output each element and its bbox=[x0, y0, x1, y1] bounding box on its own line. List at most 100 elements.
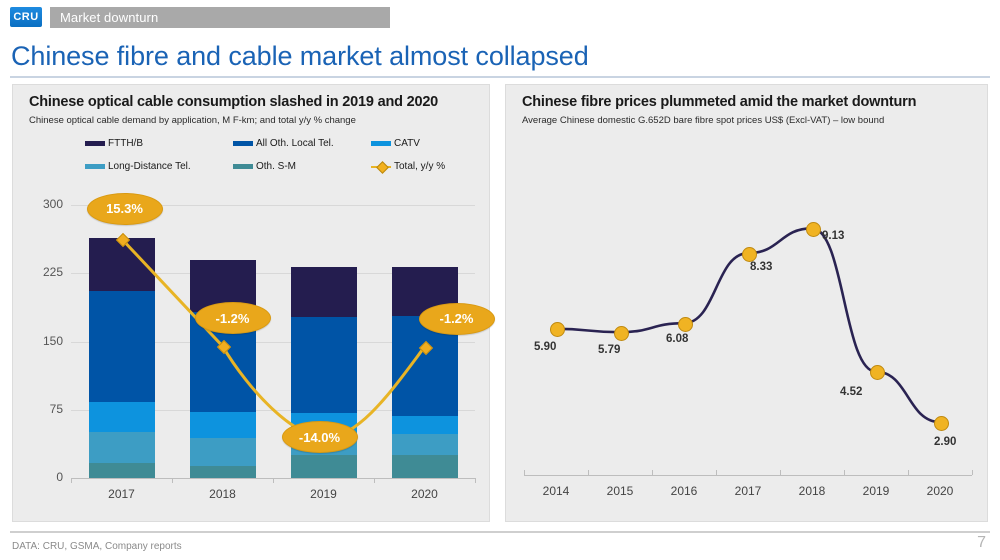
x-axis-tick-label: 2017 bbox=[108, 487, 135, 501]
legend-swatch-icon bbox=[371, 141, 391, 146]
legend-label: Total, y/y % bbox=[394, 161, 446, 172]
y-axis-tick-label: 225 bbox=[42, 265, 63, 280]
data-point-label: 9.13 bbox=[822, 230, 845, 243]
y-axis-tick-label: 150 bbox=[42, 333, 63, 348]
title-divider bbox=[10, 76, 990, 78]
right-chart-title: Chinese fibre prices plummeted amid the … bbox=[522, 94, 917, 110]
right-chart-subtitle: Average Chinese domestic G.652D bare fib… bbox=[522, 115, 885, 126]
legend-item-long-distance-tel: Long-Distance Tel. bbox=[85, 161, 233, 172]
x-axis-tick bbox=[524, 470, 525, 475]
yoy-callout-bubble: -1.2% bbox=[418, 302, 495, 335]
section-banner-label: Market downturn bbox=[60, 10, 159, 25]
x-axis-tick bbox=[588, 470, 589, 475]
data-point-label: 6.08 bbox=[666, 333, 689, 346]
legend-item-catv: CATV bbox=[371, 138, 420, 149]
x-axis-tick bbox=[908, 470, 909, 475]
x-axis-tick bbox=[844, 470, 845, 475]
bar-segment[interactable] bbox=[189, 412, 256, 438]
line-chart-plot-area: 2014 2015 2016 2017 2018 2019 2020 5.90 5.79 6.08… bbox=[506, 85, 987, 521]
data-point-label: 4.52 bbox=[840, 385, 863, 398]
x-axis-tick bbox=[71, 478, 72, 483]
x-axis-tick-label: 2018 bbox=[209, 487, 236, 501]
bar-segment[interactable] bbox=[290, 266, 357, 317]
legend-label: CATV bbox=[394, 138, 420, 149]
bar-segment[interactable] bbox=[88, 431, 155, 464]
x-axis-tick-label: 2020 bbox=[926, 484, 954, 498]
bar-column[interactable] bbox=[189, 259, 256, 478]
x-axis-tick bbox=[475, 478, 476, 483]
bar-segment[interactable] bbox=[391, 455, 458, 478]
gridline bbox=[71, 205, 475, 206]
legend-item-all-oth-local-tel: All Oth. Local Tel. bbox=[233, 138, 371, 149]
data-point-marker[interactable] bbox=[869, 365, 885, 381]
right-chart-panel: Chinese fibre prices plummeted amid the … bbox=[505, 84, 988, 522]
footer-source: DATA: CRU, GSMA, Company reports bbox=[12, 541, 182, 552]
bar-segment[interactable] bbox=[391, 434, 458, 456]
bar-segment[interactable] bbox=[88, 290, 155, 402]
left-chart-legend: FTTH/B All Oth. Local Tel. CATV Long-Dis… bbox=[85, 138, 475, 184]
legend-label: Long-Distance Tel. bbox=[108, 161, 191, 172]
legend-swatch-icon bbox=[233, 164, 253, 169]
bar-segment[interactable] bbox=[290, 455, 357, 478]
bar-chart-plot-area: 0 75 150 225 300 2017 2018 2019 2020 15.3% -1.2% -1… bbox=[13, 85, 495, 521]
legend-label: Oth. S-M bbox=[256, 161, 297, 172]
legend-item-ftthb: FTTH/B bbox=[85, 138, 233, 149]
x-axis-tick-label: 2018 bbox=[798, 484, 826, 498]
bar-segment[interactable] bbox=[189, 437, 256, 467]
section-banner: Market downturn bbox=[50, 7, 390, 28]
legend-swatch-icon bbox=[233, 141, 253, 146]
legend-swatch-icon bbox=[85, 164, 105, 169]
price-line bbox=[555, 226, 941, 424]
x-axis-tick bbox=[780, 470, 781, 475]
left-chart-title: Chinese optical cable consumption slashe… bbox=[29, 94, 439, 110]
y-axis-tick-label: 300 bbox=[42, 197, 63, 211]
page-number: 7 bbox=[977, 534, 986, 551]
yoy-callout-bubble: -1.2% bbox=[194, 302, 271, 335]
bar-segment[interactable] bbox=[391, 416, 458, 435]
left-chart-subtitle: Chinese optical cable demand by applicat… bbox=[29, 115, 356, 126]
legend-label: FTTH/B bbox=[108, 138, 143, 149]
legend-label: All Oth. Local Tel. bbox=[256, 138, 334, 149]
x-axis-tick bbox=[172, 478, 173, 483]
data-point-marker[interactable] bbox=[677, 316, 693, 332]
data-point-label: 2.90 bbox=[934, 436, 957, 449]
bar-segment[interactable] bbox=[88, 463, 155, 478]
legend-row-1: FTTH/B All Oth. Local Tel. CATV bbox=[85, 138, 475, 149]
footer-divider bbox=[10, 531, 990, 533]
y-axis-tick-label: 75 bbox=[49, 401, 63, 416]
data-point-label: 5.79 bbox=[598, 344, 621, 357]
data-point-label: 5.90 bbox=[534, 340, 557, 353]
x-axis-tick-label: 2017 bbox=[734, 484, 762, 498]
x-axis-tick bbox=[716, 470, 717, 475]
data-point-label: 8.33 bbox=[750, 261, 773, 274]
legend-item-total-yoy: Total, y/y % bbox=[371, 161, 445, 172]
data-point-marker[interactable] bbox=[549, 322, 565, 338]
data-point-marker[interactable] bbox=[805, 221, 821, 237]
bar-segment[interactable] bbox=[290, 316, 357, 414]
x-axis-tick-label: 2015 bbox=[606, 484, 634, 498]
y-axis-tick-label: 0 bbox=[56, 470, 63, 484]
legend-swatch-icon bbox=[85, 141, 105, 146]
bar-column[interactable] bbox=[391, 266, 458, 478]
page-title: Chinese fibre and cable market almost co… bbox=[11, 41, 589, 71]
x-axis-tick-label: 2014 bbox=[542, 484, 570, 498]
x-axis-tick-label: 2019 bbox=[310, 487, 337, 501]
bar-segment[interactable] bbox=[189, 466, 256, 478]
data-point-marker[interactable] bbox=[933, 415, 949, 431]
bar-segment[interactable] bbox=[88, 401, 155, 432]
x-axis-tick-label: 2016 bbox=[670, 484, 698, 498]
x-axis-tick-label: 2020 bbox=[411, 487, 438, 501]
legend-line-marker-icon bbox=[371, 165, 391, 168]
data-point-marker[interactable] bbox=[613, 325, 629, 341]
bar-column[interactable] bbox=[88, 237, 155, 478]
legend-item-oth-s-m: Oth. S-M bbox=[233, 161, 371, 172]
x-axis-tick bbox=[972, 470, 973, 475]
left-chart-panel: Chinese optical cable consumption slashe… bbox=[12, 84, 495, 522]
x-axis-tick bbox=[273, 478, 274, 483]
cru-logo: CRU bbox=[10, 7, 42, 27]
x-axis-tick-label: 2019 bbox=[862, 484, 890, 498]
data-point-marker[interactable] bbox=[741, 246, 757, 262]
yoy-callout-bubble: -14.0% bbox=[281, 421, 358, 454]
x-axis-tick bbox=[374, 478, 375, 483]
